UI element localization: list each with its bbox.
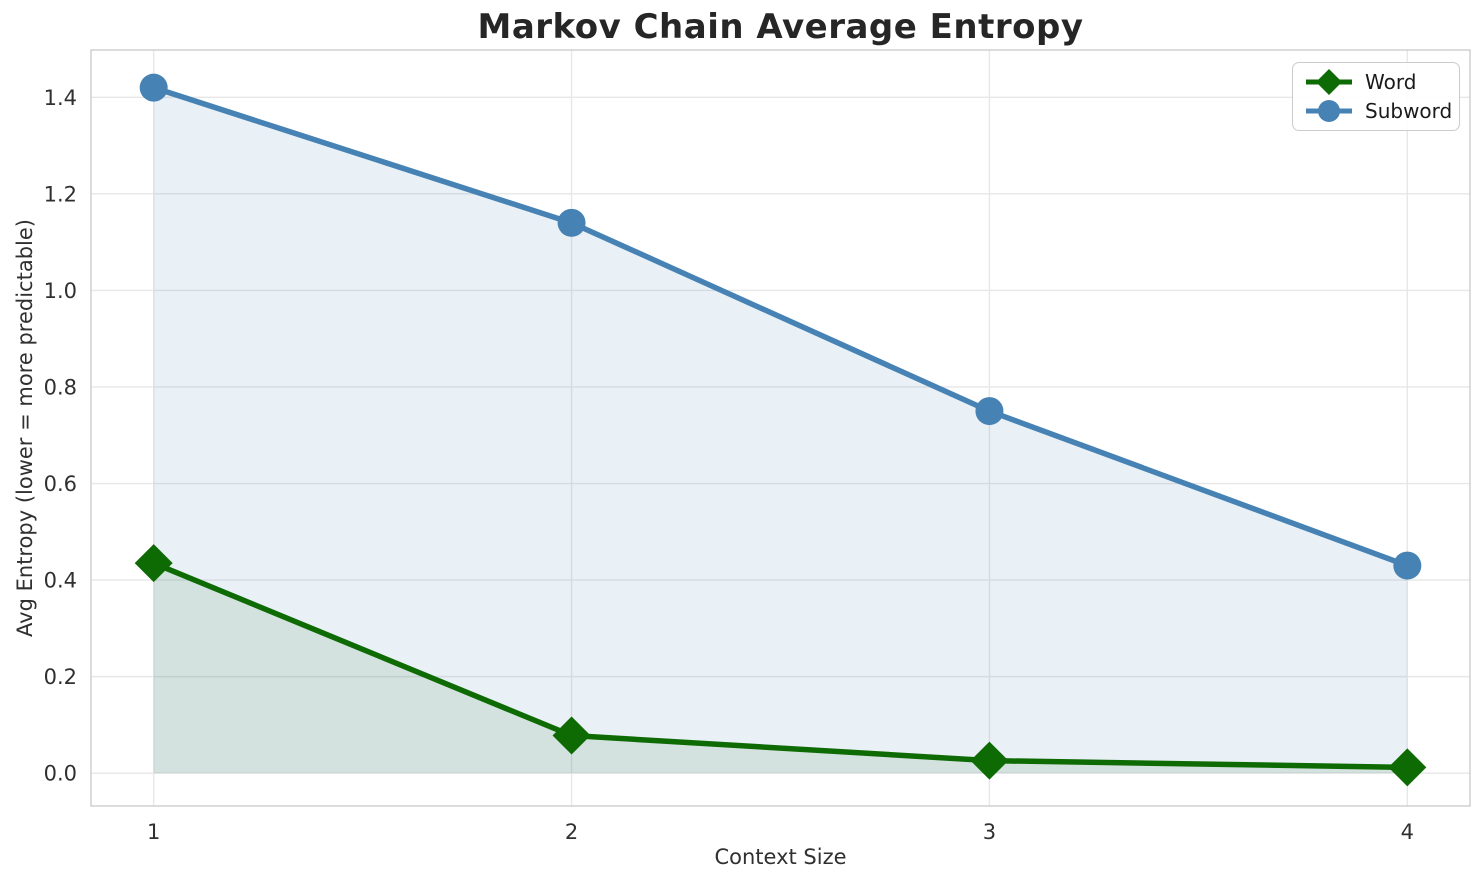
x-axis-label: Context Size xyxy=(714,845,847,869)
y-tick-label: 1.0 xyxy=(44,279,77,303)
y-tick-label: 1.4 xyxy=(44,86,77,110)
y-tick-label: 0.0 xyxy=(44,762,77,786)
legend: Word Subword xyxy=(1292,62,1460,131)
data-point-subword xyxy=(975,397,1004,426)
data-point-subword xyxy=(1393,551,1422,580)
data-point-subword xyxy=(139,73,168,102)
series-line-word xyxy=(152,560,1408,771)
data-point-word xyxy=(134,544,173,583)
subword-circle-icon xyxy=(1306,99,1352,122)
area-fill-word xyxy=(153,563,1408,774)
legend-item-subword: Subword xyxy=(1303,97,1453,125)
gridlines xyxy=(91,50,1470,806)
x-tick-label: 4 xyxy=(1401,820,1414,844)
y-tick-label: 1.2 xyxy=(44,182,77,206)
legend-label-subword: Subword xyxy=(1365,98,1453,123)
legend-item-word: Word xyxy=(1303,68,1449,96)
data-point-word xyxy=(970,741,1009,780)
y-axis-label: Avg Entropy (lower = more predictable) xyxy=(13,219,37,637)
x-tick-label: 2 xyxy=(565,820,578,844)
legend-label-word: Word xyxy=(1365,70,1417,95)
chart-title: Markov Chain Average Entropy xyxy=(477,7,1084,47)
x-tick-label: 3 xyxy=(983,820,996,844)
plot-border xyxy=(90,49,1471,807)
area-fill-subword xyxy=(153,87,1408,774)
x-tick-label: 1 xyxy=(147,820,160,844)
y-tick-label: 0.2 xyxy=(44,665,77,689)
series-line-subword xyxy=(152,85,1409,569)
data-point-word xyxy=(552,716,591,755)
data-point-word xyxy=(1388,748,1427,787)
y-tick-label: 0.8 xyxy=(44,375,77,399)
data-point-subword xyxy=(557,208,586,237)
word-diamond-icon xyxy=(1306,69,1352,96)
y-tick-label: 0.4 xyxy=(44,569,77,593)
y-tick-label: 0.6 xyxy=(44,472,77,496)
